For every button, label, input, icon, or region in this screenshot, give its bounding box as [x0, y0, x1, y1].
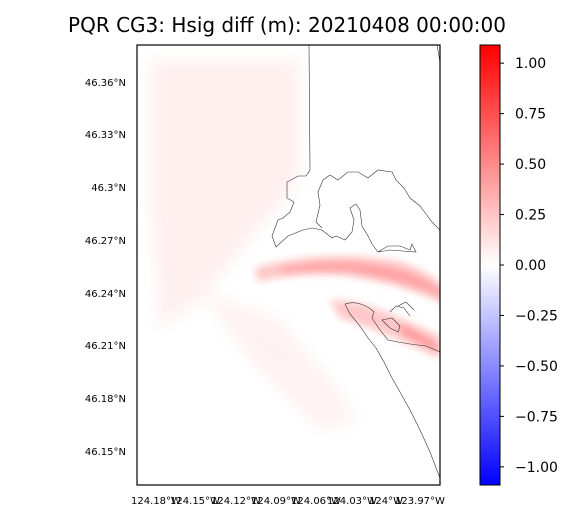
map-frame [136, 44, 441, 486]
lon-label: 124.09°W [251, 496, 301, 507]
colorbar-tick-label: 0.25 [515, 208, 546, 224]
hsig-diff-field [150, 60, 440, 430]
lon-label: 124.03°W [327, 496, 377, 507]
lat-axis: 46.36°N 46.33°N 46.3°N 46.27°N 46.24°N 4… [85, 78, 126, 458]
lat-label: 46.21°N [85, 341, 126, 352]
lat-label: 46.33°N [85, 130, 126, 141]
lon-label: 124.15°W [170, 496, 220, 507]
lat-label: 46.24°N [85, 289, 126, 300]
colorbar-tick-label: −0.25 [515, 308, 558, 324]
lat-label: 46.3°N [91, 183, 126, 194]
lon-axis: 124.18°W 124.15°W 124.12°W 124.09°W 124.… [131, 496, 445, 507]
lat-label: 46.18°N [85, 394, 126, 405]
plot-title: PQR CG3: Hsig diff (m): 20210408 00:00:0… [68, 13, 506, 37]
colorbar: 1.00 0.75 0.50 0.25 0.00 −0.25 −0.50 −0.75 −1.00 [479, 44, 558, 486]
colorbar-tick-label: 0.75 [515, 107, 546, 123]
lat-label: 46.36°N [85, 78, 126, 89]
colorbar-ticks: 1.00 0.75 0.50 0.25 0.00 −0.25 −0.50 −0.75 −1.00 [500, 56, 558, 476]
colorbar-tick-label: −1.00 [515, 460, 558, 476]
lon-label: 123.97°W [395, 496, 445, 507]
colorbar-tick-label: −0.50 [515, 359, 558, 375]
map-panel [136, 44, 441, 486]
colorbar-gradient [479, 44, 501, 486]
lon-label: 124.06°W [291, 496, 341, 507]
lon-label: 124.12°W [211, 496, 261, 507]
colorbar-tick-label: 0.50 [515, 157, 546, 173]
lat-label: 46.27°N [85, 236, 126, 247]
colorbar-tick-label: 0.00 [515, 258, 546, 274]
lat-label: 46.15°N [85, 447, 126, 458]
lon-label: 124.18°W [131, 496, 181, 507]
colorbar-tick-label: −0.75 [515, 409, 558, 425]
lon-label: 124°W [369, 496, 403, 507]
colorbar-tick-label: 1.00 [515, 56, 546, 72]
